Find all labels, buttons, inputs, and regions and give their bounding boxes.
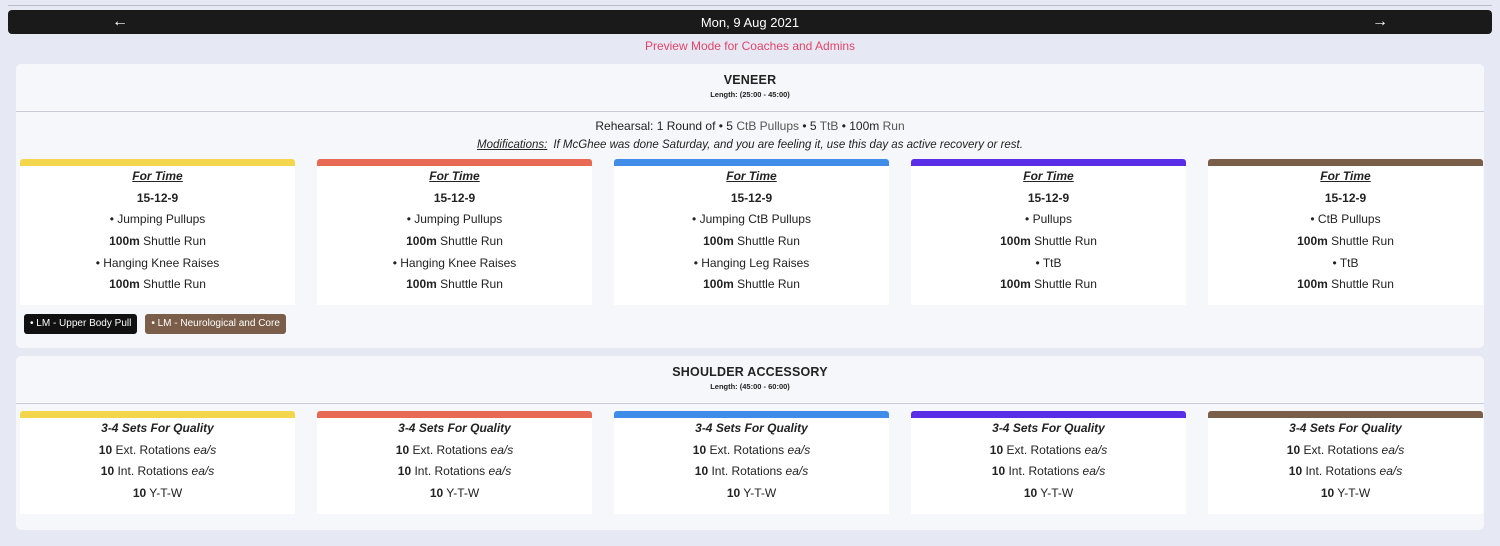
date-navigation-bar: ← Mon, 9 Aug 2021 →: [8, 10, 1492, 34]
card-exercise: 10 Int. Rotations ea/s: [991, 464, 1106, 479]
shoulder-cards: 3-4 Sets For Quality 10 Ext. Rotations e…: [20, 411, 1483, 514]
veneer-header: VENEER Length: (25:00 - 45:00): [16, 64, 1484, 112]
shoulder-card: 3-4 Sets For Quality 10 Ext. Rotations e…: [1208, 411, 1483, 514]
rehearsal-prefix: Rehearsal: 1 Round of • 5: [595, 119, 737, 133]
card-exercise: 10 Ext. Rotations ea/s: [692, 442, 811, 457]
veneer-card: For Time 15-12-9 • CtB Pullups 100m Shut…: [1208, 159, 1483, 305]
card-exercise: 10 Ext. Rotations ea/s: [1286, 442, 1405, 457]
veneer-card: For Time 15-12-9 • Pullups 100m Shuttle …: [911, 159, 1186, 305]
card-exercise: 10 Y-T-W: [1023, 486, 1074, 501]
card-format: 3-4 Sets For Quality: [398, 421, 511, 435]
card-format: 3-4 Sets For Quality: [695, 421, 808, 435]
veneer-card: For Time 15-12-9 • Jumping CtB Pullups 1…: [614, 159, 889, 305]
card-run: 100m Shuttle Run: [1297, 234, 1394, 249]
rehearsal-mid: • 5: [799, 119, 820, 133]
shoulder-title: SHOULDER ACCESSORY: [672, 365, 828, 379]
arrow-right-icon[interactable]: →: [1372, 13, 1388, 30]
shoulder-card: 3-4 Sets For Quality 10 Ext. Rotations e…: [20, 411, 295, 514]
veneer-title: VENEER: [723, 73, 777, 87]
preview-mode-notice: Preview Mode for Coaches and Admins: [644, 39, 856, 53]
arrow-left-icon[interactable]: ←: [112, 13, 128, 30]
shoulder-card: 3-4 Sets For Quality 10 Ext. Rotations e…: [614, 411, 889, 514]
veneer-section: VENEER Length: (25:00 - 45:00) Rehearsal…: [16, 64, 1484, 348]
rehearsal-line: Rehearsal: 1 Round of • 5 CtB Pullups • …: [16, 119, 1484, 135]
modifications-line: Modifications: If McGhee was done Saturda…: [16, 139, 1484, 155]
card-exercise: 10 Int. Rotations ea/s: [397, 464, 512, 479]
card-run: 100m Shuttle Run: [406, 277, 503, 292]
card-scheme: 15-12-9: [1027, 190, 1070, 205]
movement-tags: • LM - Upper Body Pull • LM - Neurologic…: [24, 314, 286, 334]
card-exercise: • Pullups: [1025, 212, 1072, 227]
shoulder-length: Length: (45:00 - 60:00): [710, 382, 790, 391]
card-exercise: • TtB: [1035, 255, 1062, 270]
card-exercise: 10 Y-T-W: [726, 486, 777, 501]
current-date: Mon, 9 Aug 2021: [700, 14, 800, 30]
card-exercise: • TtB: [1332, 255, 1359, 270]
card-exercise: • Jumping Pullups: [109, 212, 206, 227]
card-exercise: 10 Int. Rotations ea/s: [1288, 464, 1403, 479]
card-exercise: • Hanging Leg Raises: [693, 255, 810, 270]
card-exercise: 10 Ext. Rotations ea/s: [395, 442, 514, 457]
modifications-text: If McGhee was done Saturday, and you are…: [553, 139, 1023, 151]
card-exercise: • Jumping Pullups: [406, 212, 503, 227]
card-exercise: • Jumping CtB Pullups: [692, 212, 811, 227]
rehearsal-run: Run: [879, 119, 905, 133]
card-format: For Time: [726, 169, 777, 183]
card-format: For Time: [1023, 169, 1074, 183]
card-run: 100m Shuttle Run: [1000, 277, 1097, 292]
shoulder-card: 3-4 Sets For Quality 10 Ext. Rotations e…: [317, 411, 592, 514]
veneer-cards: For Time 15-12-9 • Jumping Pullups 100m …: [20, 159, 1483, 305]
rehearsal-dist: 100m: [849, 119, 880, 133]
card-exercise: • Hanging Knee Raises: [95, 255, 220, 270]
card-run: 100m Shuttle Run: [1000, 234, 1097, 249]
card-scheme: 15-12-9: [433, 190, 476, 205]
top-divider: [8, 5, 1492, 6]
card-scheme: 15-12-9: [730, 190, 773, 205]
card-format: For Time: [429, 169, 480, 183]
card-exercise: 10 Y-T-W: [132, 486, 183, 501]
card-run: 100m Shuttle Run: [703, 234, 800, 249]
card-exercise: 10 Y-T-W: [1320, 486, 1371, 501]
rehearsal-ttb: TtB: [819, 119, 839, 133]
card-scheme: 15-12-9: [1324, 190, 1367, 205]
card-exercise: • Hanging Knee Raises: [392, 255, 517, 270]
card-exercise: 10 Int. Rotations ea/s: [100, 464, 215, 479]
modifications-label: Modifications:: [477, 139, 548, 151]
veneer-card: For Time 15-12-9 • Jumping Pullups 100m …: [317, 159, 592, 305]
shoulder-section: SHOULDER ACCESSORY Length: (45:00 - 60:0…: [16, 356, 1484, 530]
shoulder-header: SHOULDER ACCESSORY Length: (45:00 - 60:0…: [16, 356, 1484, 404]
card-run: 100m Shuttle Run: [109, 277, 206, 292]
card-run: 100m Shuttle Run: [406, 234, 503, 249]
shoulder-card: 3-4 Sets For Quality 10 Ext. Rotations e…: [911, 411, 1186, 514]
card-format: 3-4 Sets For Quality: [1289, 421, 1402, 435]
veneer-length: Length: (25:00 - 45:00): [710, 90, 790, 99]
card-format: 3-4 Sets For Quality: [101, 421, 214, 435]
card-run: 100m Shuttle Run: [1297, 277, 1394, 292]
rehearsal-ctb: CtB Pullups: [736, 119, 800, 133]
card-run: 100m Shuttle Run: [703, 277, 800, 292]
card-format: 3-4 Sets For Quality: [992, 421, 1105, 435]
card-exercise: 10 Int. Rotations ea/s: [694, 464, 809, 479]
card-exercise: • CtB Pullups: [1310, 212, 1381, 227]
card-exercise: 10 Ext. Rotations ea/s: [98, 442, 217, 457]
veneer-card: For Time 15-12-9 • Jumping Pullups 100m …: [20, 159, 295, 305]
tag-upper-body-pull[interactable]: • LM - Upper Body Pull: [24, 314, 138, 334]
card-scheme: 15-12-9: [136, 190, 179, 205]
card-run: 100m Shuttle Run: [109, 234, 206, 249]
card-format: For Time: [1320, 169, 1371, 183]
card-exercise: 10 Y-T-W: [429, 486, 480, 501]
card-exercise: 10 Ext. Rotations ea/s: [989, 442, 1108, 457]
card-format: For Time: [132, 169, 183, 183]
tag-neurological-core[interactable]: • LM - Neurological and Core: [145, 314, 286, 334]
rehearsal-mid2: •: [838, 119, 850, 133]
